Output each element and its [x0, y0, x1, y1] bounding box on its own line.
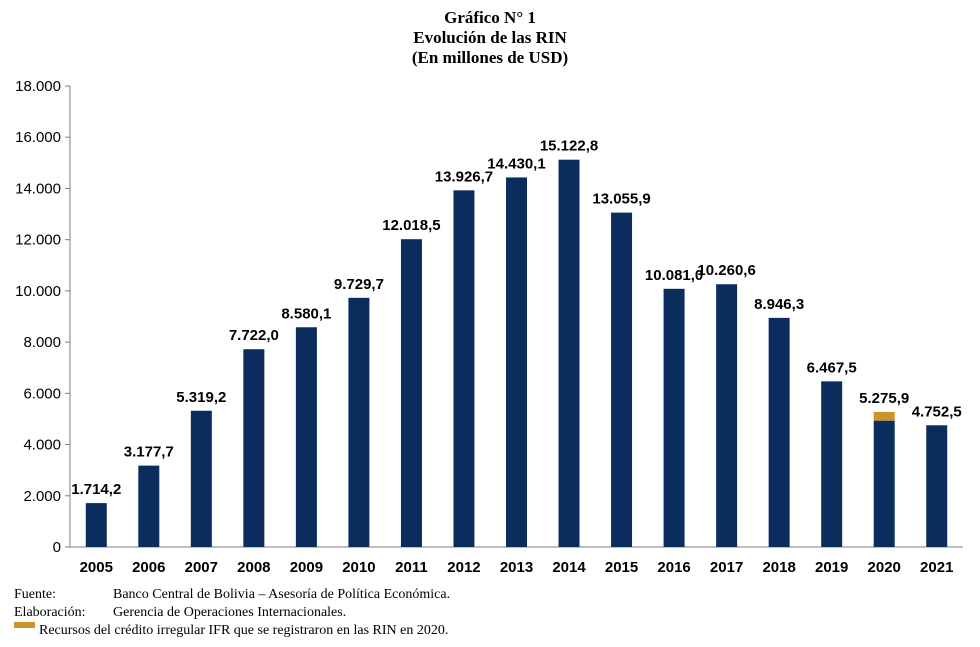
bar — [85, 503, 107, 547]
source-row: Fuente: Banco Central de Bolivia – Aseso… — [14, 586, 450, 604]
legend-row: Recursos del crédito irregular IFR que s… — [14, 622, 450, 640]
x-tick-label: 2007 — [185, 559, 218, 576]
data-label: 15.122,8 — [540, 138, 598, 155]
bar — [453, 190, 475, 548]
elaboration-key: Elaboración: — [14, 605, 86, 620]
data-label: 4.752,5 — [912, 403, 962, 420]
x-tick-label: 2010 — [342, 559, 375, 576]
x-tick-label: 2005 — [80, 559, 113, 576]
y-tick-label: 6.000 — [23, 385, 61, 402]
data-label: 12.018,5 — [382, 217, 440, 234]
data-label: 5.275,9 — [859, 390, 909, 407]
bar — [926, 425, 948, 547]
data-label: 9.729,7 — [334, 276, 384, 293]
bar-chart: 0 2.000 4.000 6.000 8.000 10.000 12.000 14.000 1… — [15, 78, 963, 576]
legend-text: Recursos del crédito irregular IFR que s… — [39, 623, 449, 638]
bar — [506, 177, 527, 547]
data-label: 10.260,6 — [697, 262, 755, 279]
x-tick-label: 2016 — [657, 559, 690, 576]
x-tick-label: 2009 — [290, 559, 323, 576]
x-tick-label: 2019 — [815, 559, 848, 576]
chart-title: Gráfico N° 1 — [444, 8, 536, 27]
source-value: Banco Central de Bolivia – Asesoría de P… — [113, 587, 451, 602]
data-label: 5.319,2 — [176, 389, 226, 406]
x-tick-label: 2008 — [237, 559, 270, 576]
x-tick-label: 2015 — [605, 559, 638, 576]
data-label: 10.081,0 — [645, 267, 703, 284]
x-tick-label: 2012 — [447, 559, 480, 576]
elaboration-row: Elaboración: Gerencia de Operaciones Int… — [14, 604, 450, 622]
x-tick-label: 2006 — [132, 559, 165, 576]
y-tick-label: 0 — [53, 539, 61, 556]
y-tick-label: 14.000 — [15, 180, 61, 197]
data-label: 8.580,1 — [281, 305, 331, 322]
y-tick-label: 12.000 — [15, 232, 61, 249]
chart-units: (En millones de USD) — [411, 48, 569, 67]
chart-title-block: Gráfico N° 1 Evolución de las RIN (En mi… — [0, 8, 980, 68]
source-key: Fuente: — [14, 587, 56, 602]
elaboration-value: Gerencia de Operaciones Internacionales. — [113, 605, 347, 620]
bar — [611, 212, 633, 547]
x-tick-label: 2020 — [868, 559, 901, 576]
bar — [190, 410, 212, 547]
bar — [873, 420, 895, 547]
x-tick-label: 2014 — [552, 559, 586, 576]
y-tick-label: 8.000 — [23, 334, 61, 351]
data-label: 7.722,0 — [229, 327, 279, 344]
bar — [663, 288, 685, 547]
bar — [138, 465, 160, 547]
data-label: 6.467,5 — [807, 359, 857, 376]
x-tick-label: 2011 — [395, 559, 428, 576]
x-tick-label: 2013 — [500, 559, 533, 576]
data-label: 13.926,7 — [435, 168, 493, 185]
x-tick-label: 2017 — [710, 559, 743, 576]
y-tick-label: 18.000 — [15, 78, 61, 95]
bar — [716, 284, 738, 547]
bar — [295, 327, 317, 547]
bar — [768, 317, 790, 547]
data-label: 13.055,9 — [592, 191, 650, 208]
data-label: 3.177,7 — [124, 444, 174, 461]
data-label: 1.714,2 — [71, 481, 121, 498]
bar — [243, 349, 265, 547]
data-label: 14.430,1 — [487, 155, 545, 172]
chart-subtitle: Evolución de las RIN — [413, 28, 567, 47]
y-tick-label: 4.000 — [23, 437, 61, 454]
chart-footer: Fuente: Banco Central de Bolivia – Aseso… — [14, 586, 450, 640]
legend-swatch-ifr — [14, 622, 35, 628]
bar-ifr-segment — [873, 411, 895, 421]
bar — [348, 297, 370, 547]
y-tick-label: 16.000 — [15, 129, 61, 146]
y-tick-label: 10.000 — [15, 283, 61, 300]
y-tick-label: 2.000 — [23, 488, 61, 505]
x-tick-label: 2021 — [920, 559, 953, 576]
x-tick-label: 2018 — [762, 559, 795, 576]
bar — [821, 381, 843, 547]
bar — [400, 239, 422, 547]
data-label: 8.946,3 — [754, 296, 804, 313]
bar — [558, 159, 580, 547]
